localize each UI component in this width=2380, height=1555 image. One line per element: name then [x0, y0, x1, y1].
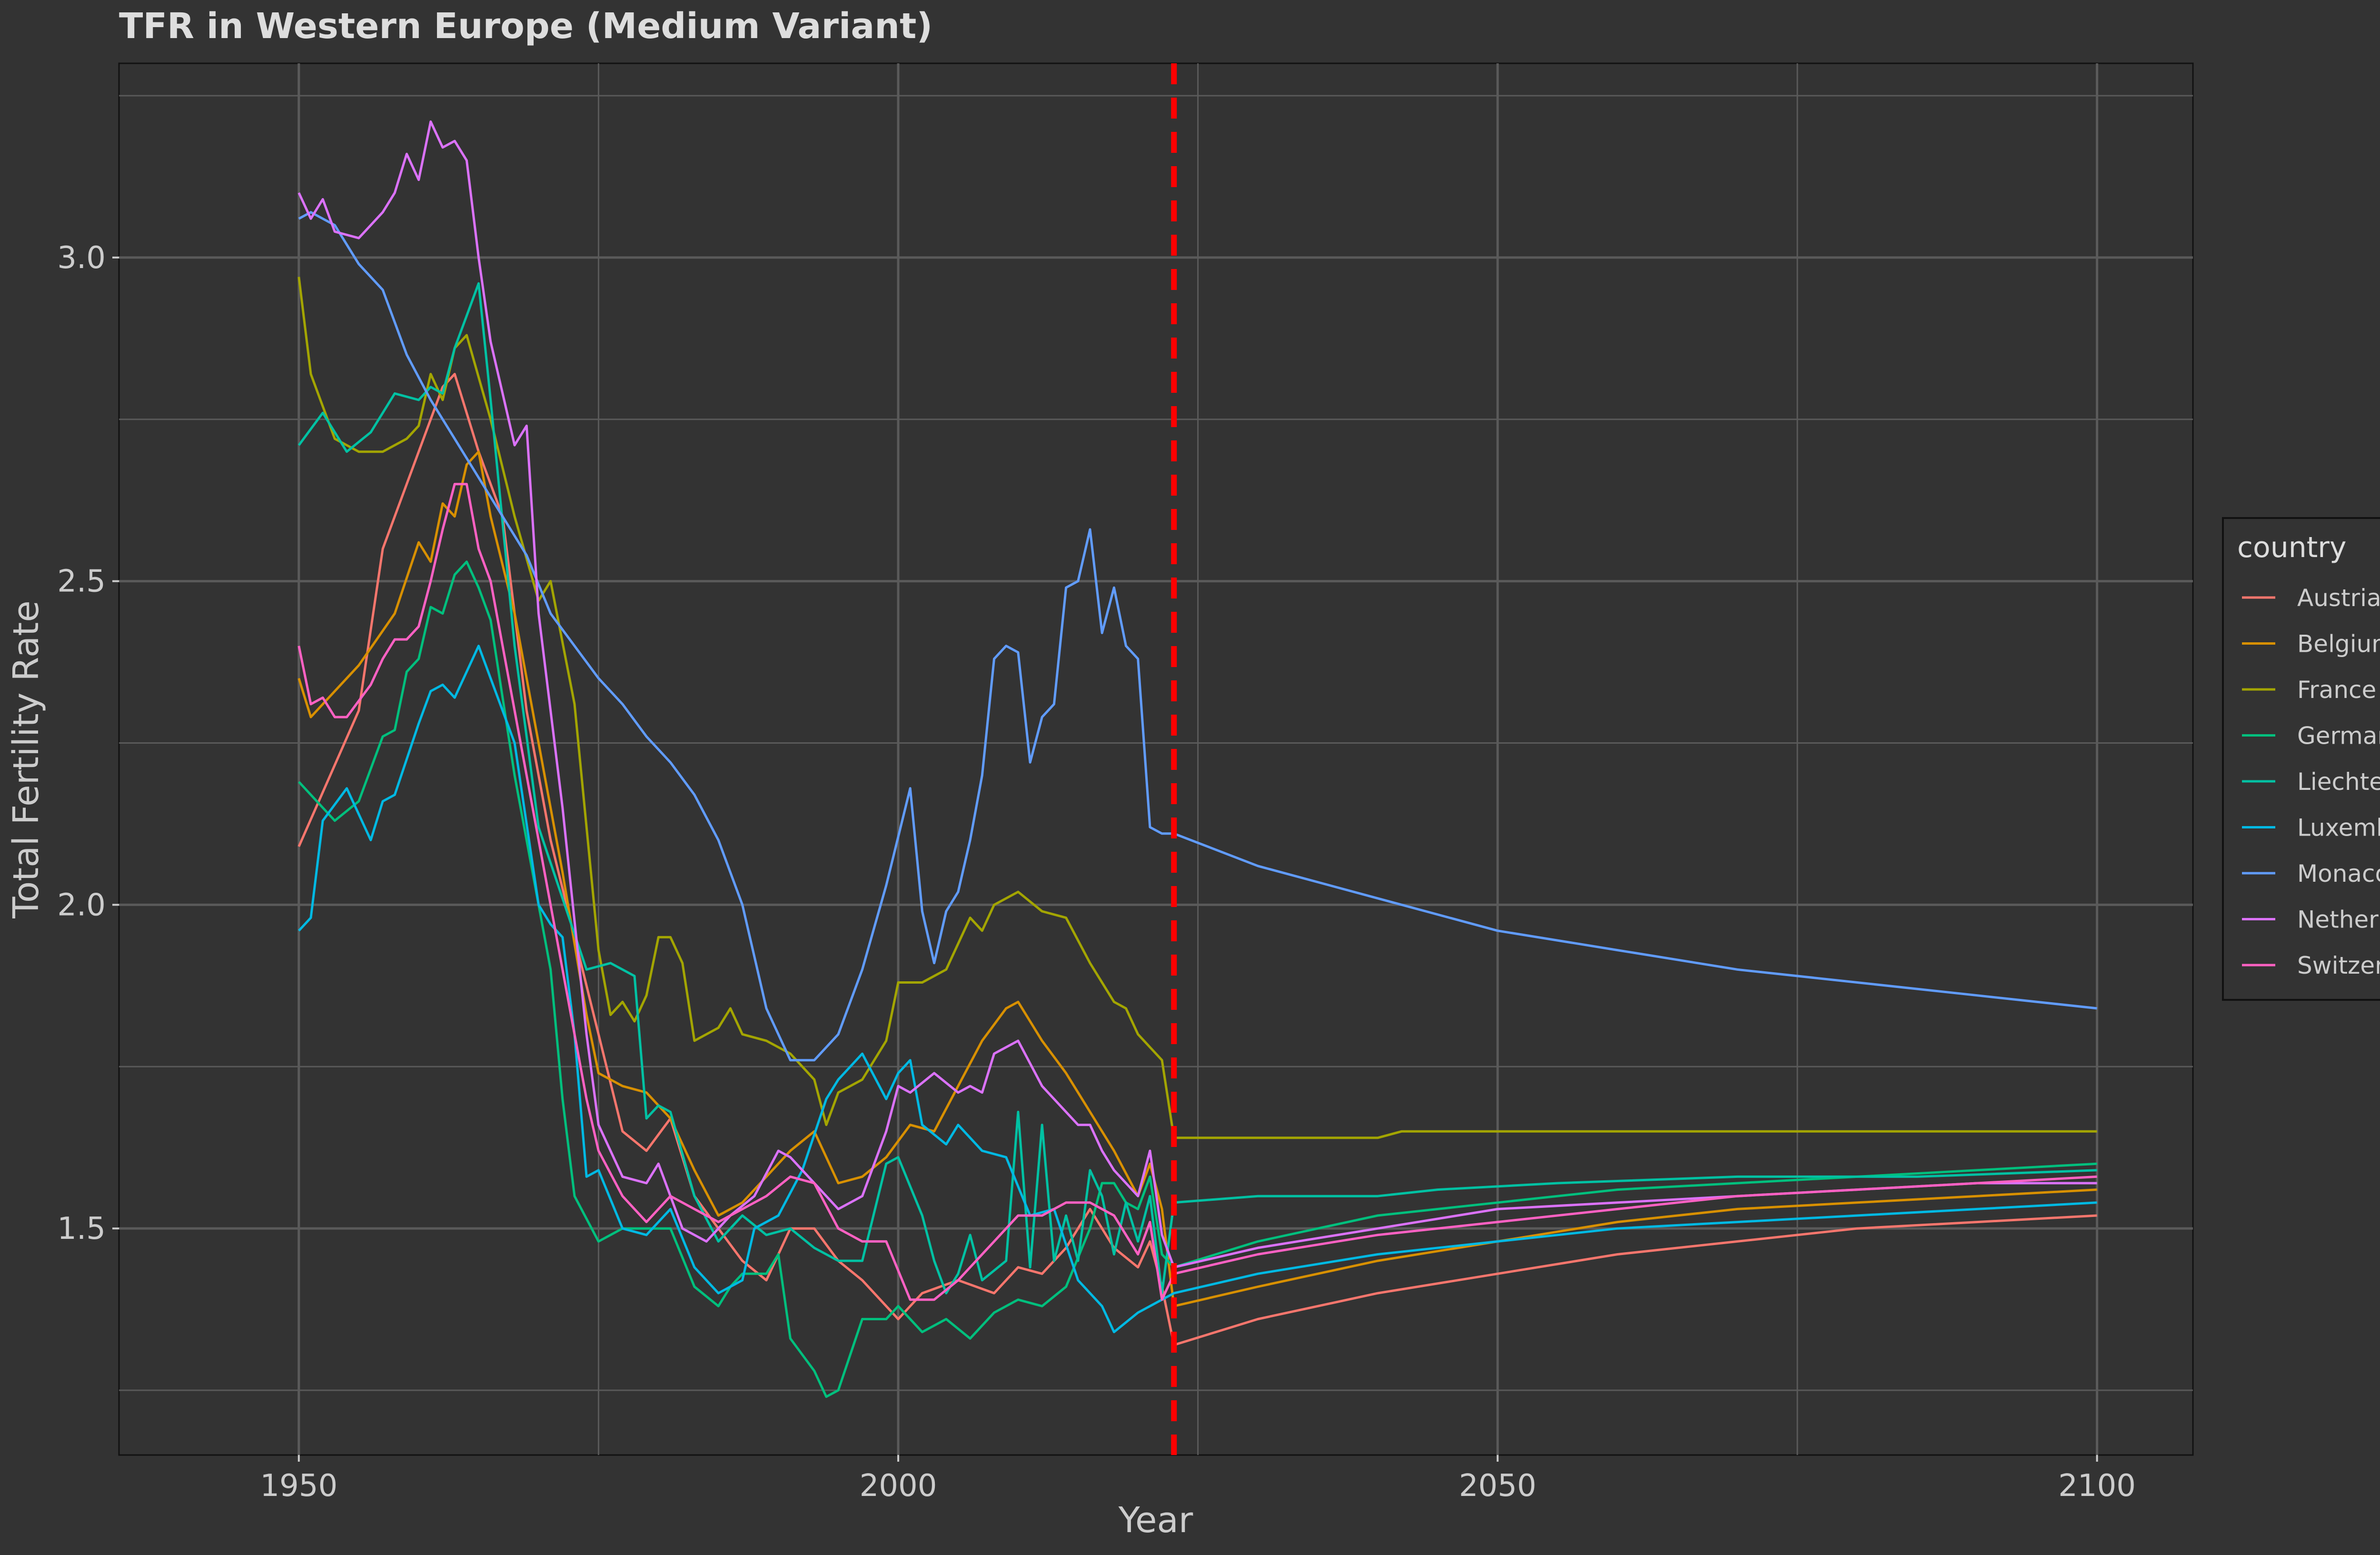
legend-label-netherlands: Netherlands — [2297, 906, 2380, 934]
x-tick-label: 2050 — [1459, 1468, 1537, 1504]
series-line-austria — [298, 373, 2097, 1346]
tick-label-layer: 1950 2000 2050 2100 1.5 2.0 2.5 3.0 — [57, 240, 2136, 1504]
y-tick-label: 2.5 — [57, 564, 106, 599]
legend-label-luxembourg: Luxembourg — [2297, 814, 2380, 842]
series-line-netherlands — [298, 120, 2097, 1269]
series-layer — [298, 120, 2097, 1398]
legend-label-france: France — [2297, 676, 2376, 704]
x-axis-title: Year — [1118, 1500, 1193, 1541]
series-line-liechtenstein — [298, 282, 2097, 1295]
y-tick-label: 2.0 — [57, 887, 106, 923]
legend-label-belgium: Belgium — [2297, 630, 2380, 658]
series-line-germany — [298, 560, 2097, 1398]
x-tick-label: 2000 — [860, 1468, 937, 1504]
y-axis-title: Total Fertility Rate — [6, 600, 47, 919]
legend-label-germany: Germany — [2297, 722, 2380, 750]
legend: country Austria Belgium France Germany Liech… — [2222, 517, 2380, 1001]
legend-label-austria: Austria — [2297, 584, 2380, 612]
y-tick-label: 1.5 — [57, 1211, 106, 1246]
legend-title: country — [2237, 531, 2346, 564]
legend-label-liechtenstein: Liechtenstein — [2297, 768, 2380, 796]
legend-label-monaco: Monaco — [2297, 860, 2380, 887]
series-line-luxembourg — [298, 645, 2097, 1334]
series-line-monaco — [298, 211, 2097, 1062]
grid-layer — [119, 63, 2193, 1455]
y-tick-label: 3.0 — [57, 240, 106, 276]
legend-label-switzerland: Switzerland — [2297, 952, 2380, 979]
x-tick-label: 2100 — [2058, 1468, 2136, 1504]
chart-title: TFR in Western Europe (Medium Variant) — [119, 6, 932, 47]
series-line-switzerland — [298, 483, 2097, 1301]
x-tick-label: 1950 — [260, 1468, 337, 1504]
